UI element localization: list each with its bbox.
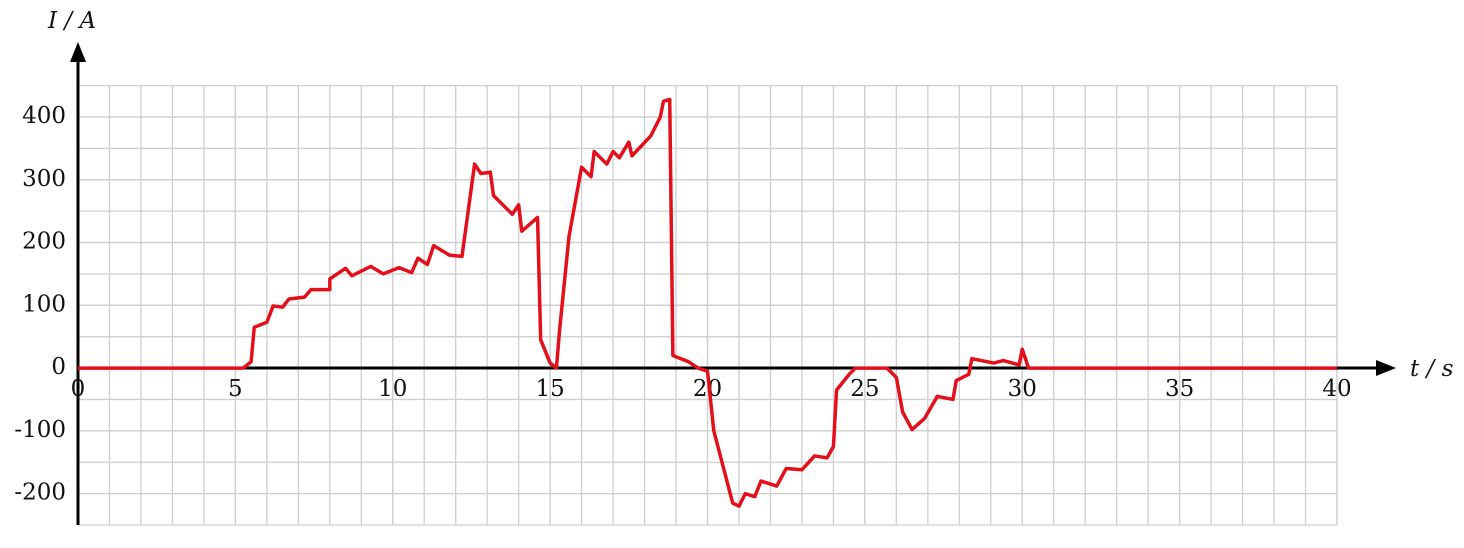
y-axis-arrow	[70, 42, 86, 62]
y-tick-label: 400	[22, 103, 66, 129]
x-tick-label: 10	[378, 376, 407, 402]
x-tick-label: 0	[71, 376, 86, 402]
y-tick-label: -100	[14, 417, 66, 443]
y-tick-label: -200	[14, 480, 66, 506]
y-axis-label: I / A	[47, 8, 96, 34]
x-tick-label: 35	[1165, 376, 1194, 402]
y-tick-label: 300	[22, 166, 66, 192]
y-tick-label: 200	[22, 229, 66, 255]
y-tick-label: 0	[51, 354, 66, 380]
y-tick-label: 100	[22, 291, 66, 317]
x-tick-label: 30	[1008, 376, 1037, 402]
grid	[77, 84, 1338, 526]
x-axis-arrow	[1376, 360, 1396, 376]
data-line	[78, 97, 1337, 508]
x-tick-label: 15	[535, 376, 564, 402]
x-tick-label: 25	[850, 376, 879, 402]
x-tick-label: 40	[1322, 376, 1351, 402]
x-axis-label: t / s	[1410, 356, 1454, 382]
x-tick-label: 5	[228, 376, 243, 402]
